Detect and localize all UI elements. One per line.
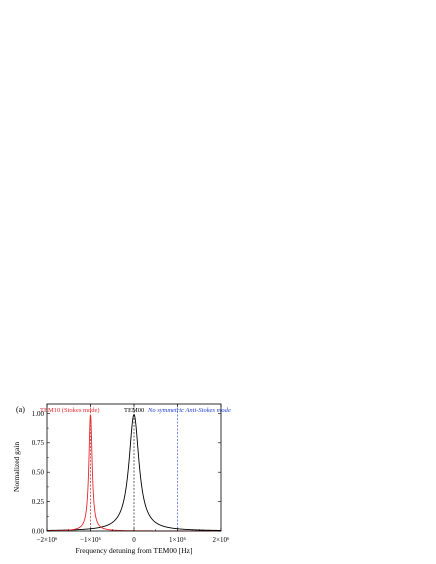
annotation-stokes-mode: TEM10 (Stokes mode) (40, 407, 100, 414)
panel-label: (a) (16, 405, 25, 414)
x-tick-label-0: −2×10⁶ (37, 536, 58, 544)
x-tick-label-3: 1×10⁶ (169, 536, 186, 544)
y-axis: 0.00 0.25 0.50 0.75 1.00 (32, 410, 221, 535)
y-tick-label-4: 1.00 (32, 410, 45, 418)
plot-area: (a) TEM10 (Stokes mode) TEM00 No symmetr… (12, 403, 231, 555)
y-axis-label: Normalized gain (12, 442, 21, 492)
x-tick-label-4: 2×10⁶ (213, 536, 230, 544)
marker-lines (90, 404, 178, 531)
x-tick-label-2: 0 (132, 536, 136, 544)
annotation-tem00: TEM00 (124, 407, 144, 414)
x-axis-label: Frequency detuning from TEM00 [Hz] (76, 546, 193, 555)
x-axis: −2×10⁶ −1×10⁶ 0 1×10⁶ 2×10⁶ (37, 404, 230, 544)
y-tick-label-3: 0.75 (32, 439, 45, 447)
x-tick-label-1: −1×10⁶ (80, 536, 101, 544)
y-tick-label-0: 0.00 (32, 527, 45, 535)
series-line-0 (47, 414, 221, 531)
y-tick-label-1: 0.25 (32, 498, 45, 506)
annotation-anti-stokes: No symmetric Anti-Stokes mode (147, 407, 231, 414)
y-tick-label-2: 0.50 (32, 469, 45, 477)
